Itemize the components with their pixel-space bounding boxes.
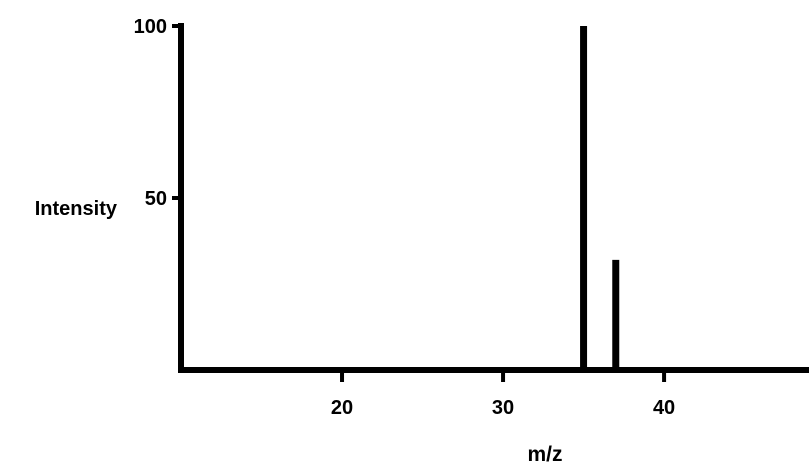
x-axis-ticks: 20 30 40	[331, 370, 675, 419]
x-tick-label: 20	[331, 397, 353, 419]
y-tick-label: 100	[134, 16, 167, 38]
x-axis-title: m/z	[527, 443, 562, 466]
peak-bars	[580, 26, 620, 370]
y-axis-title: Intensity	[35, 198, 118, 220]
axes	[178, 23, 809, 373]
y-axis-ticks: 50 100	[134, 16, 181, 210]
y-tick-label: 50	[145, 188, 167, 210]
x-tick-label: 40	[653, 397, 675, 419]
x-tick-label: 30	[492, 397, 514, 419]
